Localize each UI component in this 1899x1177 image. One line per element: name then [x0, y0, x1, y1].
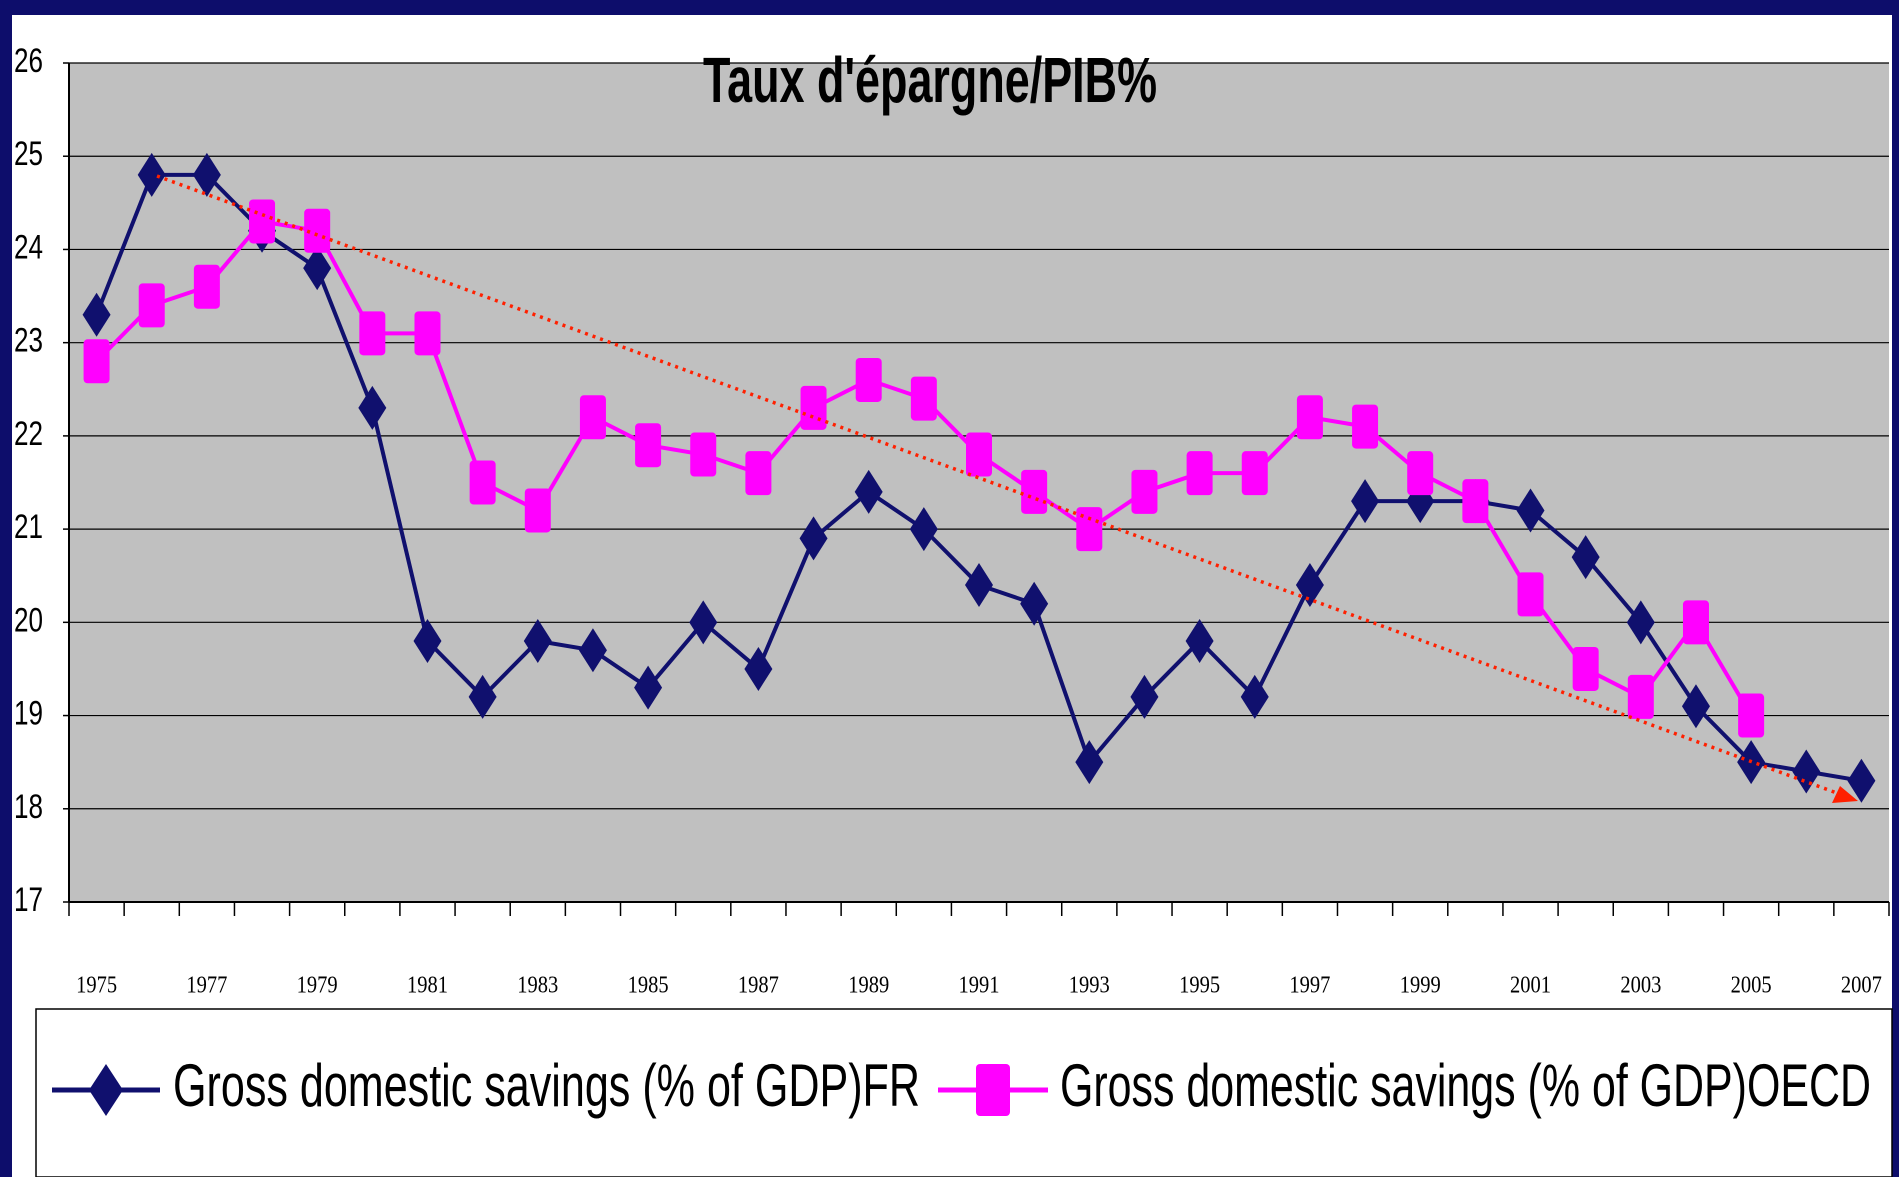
marker [1626, 600, 1655, 645]
marker [1186, 451, 1213, 496]
marker [249, 199, 276, 244]
marker [579, 395, 606, 440]
x-tick-label: 1983 [517, 973, 558, 999]
marker [523, 618, 552, 663]
marker [1847, 758, 1876, 803]
x-tick-label: 1995 [1179, 973, 1220, 999]
marker [358, 385, 387, 430]
marker [799, 516, 828, 561]
legend-label: Gross domestic savings (% of GDP)OECD [1060, 1052, 1871, 1119]
marker [1240, 674, 1269, 719]
plot-area [69, 63, 1889, 902]
marker [689, 600, 718, 645]
marker [910, 376, 937, 421]
trend-arrow-head [1832, 786, 1858, 803]
marker [1295, 563, 1324, 608]
marker [1076, 507, 1103, 552]
marker [744, 646, 773, 691]
chart-title: Taux d'épargne/PIB% [703, 44, 1157, 116]
marker [1241, 451, 1268, 496]
marker [524, 488, 551, 533]
x-tick-label: 2003 [1620, 973, 1661, 999]
y-tick-label: 22 [14, 415, 43, 453]
marker [1352, 404, 1379, 449]
marker [1131, 469, 1158, 514]
marker [1185, 618, 1214, 663]
marker [413, 618, 442, 663]
x-tick-label: 2007 [1841, 973, 1882, 999]
marker [1462, 479, 1489, 524]
x-tick-label: 1979 [297, 973, 338, 999]
marker [854, 469, 883, 514]
y-tick-label: 25 [14, 135, 43, 173]
marker [1571, 535, 1600, 580]
marker [634, 665, 663, 710]
marker [82, 292, 111, 337]
marker [800, 385, 827, 430]
marker [1075, 740, 1104, 785]
marker [1021, 469, 1048, 514]
marker [1792, 749, 1821, 794]
x-tick-label: 1977 [186, 973, 227, 999]
x-tick-label: 1989 [848, 973, 889, 999]
marker [1296, 395, 1323, 440]
legend-label: Gross domestic savings (% of GDP)FR [173, 1052, 920, 1119]
marker [1516, 488, 1545, 533]
marker [690, 432, 717, 477]
marker [966, 432, 992, 477]
x-tick-label: 1993 [1069, 973, 1110, 999]
grid [63, 62, 1890, 916]
marker [909, 507, 938, 552]
marker [83, 339, 110, 384]
marker [855, 357, 882, 402]
marker [1020, 581, 1049, 626]
y-tick-label: 18 [14, 788, 43, 826]
marker [965, 563, 993, 608]
marker [1681, 684, 1710, 729]
legend-box [35, 1008, 1893, 1177]
marker [578, 628, 607, 673]
marker [468, 674, 497, 719]
marker [303, 246, 332, 291]
marker [469, 460, 496, 505]
x-tick-label: 1981 [407, 973, 448, 999]
marker [1682, 600, 1709, 645]
marker [745, 451, 772, 496]
marker [1738, 693, 1765, 738]
marker [1627, 674, 1654, 719]
trend-arrow [156, 174, 1846, 798]
y-tick-label: 20 [14, 601, 43, 639]
marker [304, 208, 331, 253]
x-tick-label: 1997 [1289, 973, 1330, 999]
x-tick-label: 1987 [738, 973, 779, 999]
x-tick-label: 1991 [959, 973, 1000, 999]
legend-marker [89, 1064, 123, 1116]
marker [192, 152, 221, 197]
marker [1517, 572, 1544, 617]
y-tick-label: 17 [14, 881, 43, 919]
marker [635, 423, 662, 468]
x-tick-label: 1985 [628, 973, 669, 999]
marker [137, 152, 166, 197]
x-tick-label: 1975 [76, 973, 117, 999]
y-tick-label: 23 [14, 322, 43, 360]
marker [359, 311, 386, 356]
marker [193, 264, 220, 309]
marker [138, 283, 165, 328]
marker [1130, 674, 1159, 719]
legend-marker [976, 1064, 1010, 1116]
y-tick-label: 21 [14, 508, 43, 546]
marker [414, 311, 441, 356]
marker [1351, 479, 1380, 524]
x-tick-label: 2001 [1510, 973, 1551, 999]
y-tick-label: 24 [14, 228, 43, 266]
y-tick-label: 26 [14, 42, 43, 80]
x-tick-label: 2005 [1731, 973, 1772, 999]
y-tick-label: 19 [14, 695, 43, 733]
marker [1572, 646, 1599, 691]
x-tick-label: 1999 [1400, 973, 1441, 999]
marker [1407, 451, 1434, 496]
